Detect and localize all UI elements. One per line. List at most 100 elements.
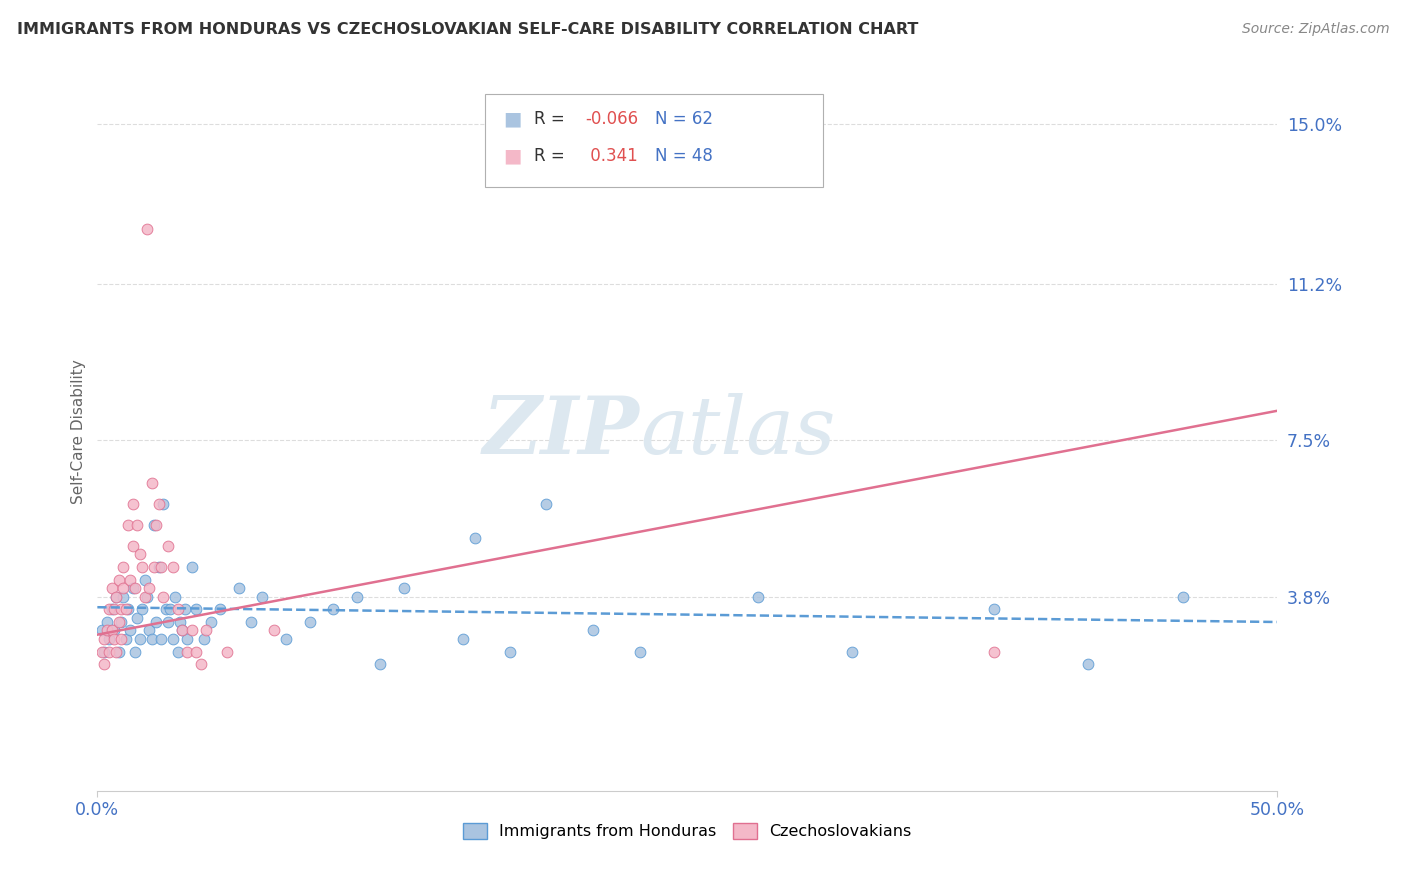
Point xyxy=(217,644,239,658)
Point xyxy=(166,644,188,658)
Point xyxy=(138,624,160,638)
Point xyxy=(180,624,202,638)
Point xyxy=(93,657,115,672)
Point xyxy=(117,602,139,616)
Point xyxy=(134,590,156,604)
Point xyxy=(239,615,262,629)
Point xyxy=(96,624,118,638)
Point xyxy=(107,615,129,629)
Point xyxy=(173,602,195,616)
Point xyxy=(186,644,208,658)
Point xyxy=(131,602,153,616)
Point xyxy=(165,590,187,604)
Point xyxy=(105,590,128,604)
Point xyxy=(143,560,166,574)
Point xyxy=(103,632,125,646)
Point xyxy=(172,624,194,638)
Point xyxy=(112,560,135,574)
Point xyxy=(172,624,194,638)
Point xyxy=(148,497,170,511)
Point xyxy=(114,602,136,616)
Point xyxy=(103,602,125,616)
Point xyxy=(228,581,250,595)
Point xyxy=(148,560,170,574)
Point xyxy=(91,644,114,658)
Point xyxy=(176,632,198,646)
Point xyxy=(150,560,173,574)
Point xyxy=(105,590,128,604)
Text: -0.066: -0.066 xyxy=(585,110,638,128)
Point xyxy=(98,632,121,646)
Text: N = 62: N = 62 xyxy=(655,110,713,128)
Point xyxy=(120,573,142,587)
Point xyxy=(370,657,392,672)
Point xyxy=(451,632,474,646)
Point xyxy=(121,539,143,553)
Point xyxy=(141,475,163,490)
Point xyxy=(124,644,146,658)
Point xyxy=(983,602,1005,616)
Point xyxy=(114,632,136,646)
Point xyxy=(105,644,128,658)
Point xyxy=(93,644,115,658)
Text: atlas: atlas xyxy=(640,393,835,471)
Point xyxy=(152,590,174,604)
Point xyxy=(162,632,184,646)
Point xyxy=(96,615,118,629)
Point xyxy=(100,602,122,616)
Point xyxy=(190,657,212,672)
Point xyxy=(112,581,135,595)
Point xyxy=(117,517,139,532)
Point xyxy=(124,581,146,595)
Point xyxy=(157,539,180,553)
Point xyxy=(582,624,605,638)
Point xyxy=(200,615,222,629)
Text: IMMIGRANTS FROM HONDURAS VS CZECHOSLOVAKIAN SELF-CARE DISABILITY CORRELATION CHA: IMMIGRANTS FROM HONDURAS VS CZECHOSLOVAK… xyxy=(17,22,918,37)
Point xyxy=(135,590,157,604)
Point xyxy=(121,497,143,511)
Point xyxy=(143,517,166,532)
Point xyxy=(983,644,1005,658)
Point xyxy=(534,497,557,511)
Point xyxy=(135,222,157,236)
Point xyxy=(145,615,167,629)
Point xyxy=(145,517,167,532)
Text: Source: ZipAtlas.com: Source: ZipAtlas.com xyxy=(1241,22,1389,37)
Text: ■: ■ xyxy=(503,109,522,128)
Point xyxy=(152,497,174,511)
Point xyxy=(263,624,285,638)
Point xyxy=(841,644,863,658)
Point xyxy=(134,573,156,587)
Point xyxy=(274,632,297,646)
Point xyxy=(110,615,132,629)
Point xyxy=(176,644,198,658)
Point xyxy=(100,581,122,595)
Point xyxy=(150,632,173,646)
Point xyxy=(252,590,274,604)
Point xyxy=(131,560,153,574)
Point xyxy=(93,632,115,646)
Point xyxy=(98,602,121,616)
Y-axis label: Self-Care Disability: Self-Care Disability xyxy=(72,359,86,504)
Point xyxy=(127,517,149,532)
Point xyxy=(112,590,135,604)
Point xyxy=(98,644,121,658)
Point xyxy=(322,602,344,616)
Text: ■: ■ xyxy=(503,146,522,166)
Text: R =: R = xyxy=(534,147,571,165)
Point xyxy=(100,624,122,638)
Point xyxy=(194,624,217,638)
Point xyxy=(127,611,149,625)
Point xyxy=(159,602,181,616)
Point xyxy=(499,644,522,658)
Point xyxy=(107,573,129,587)
Point xyxy=(155,602,177,616)
Point xyxy=(110,632,132,646)
Point xyxy=(141,632,163,646)
Point xyxy=(162,560,184,574)
Legend: Immigrants from Honduras, Czechoslovakians: Immigrants from Honduras, Czechoslovakia… xyxy=(458,818,917,844)
Point xyxy=(298,615,321,629)
Point xyxy=(169,615,191,629)
Point xyxy=(121,581,143,595)
Point xyxy=(208,602,231,616)
